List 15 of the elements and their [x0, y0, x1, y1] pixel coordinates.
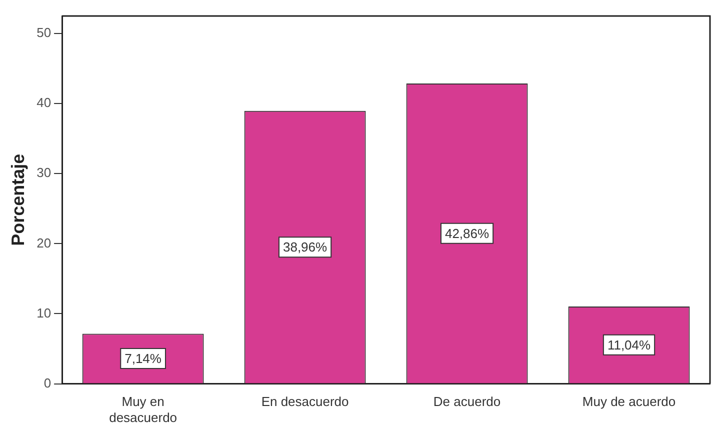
y-axis-title: Porcentaje [8, 154, 28, 246]
y-tick-label: 30 [36, 165, 52, 180]
data-label: 7,14% [124, 351, 162, 366]
y-tick-label: 20 [36, 235, 52, 250]
x-tick-label: Muy de acuerdo [582, 394, 676, 410]
data-label: 42,86% [444, 226, 490, 241]
y-tick-label: 0 [44, 375, 52, 390]
y-tick-label: 10 [36, 305, 52, 320]
data-label: 11,04% [607, 337, 652, 352]
y-tick-label: 50 [36, 25, 52, 40]
x-tick-label: De acuerdo [433, 394, 501, 410]
data-label: 38,96% [282, 240, 328, 255]
y-tick-label: 40 [36, 95, 52, 110]
x-tick-label: Muy en desacuerdo [109, 394, 178, 425]
x-tick-label: En desacuerdo [261, 394, 349, 410]
